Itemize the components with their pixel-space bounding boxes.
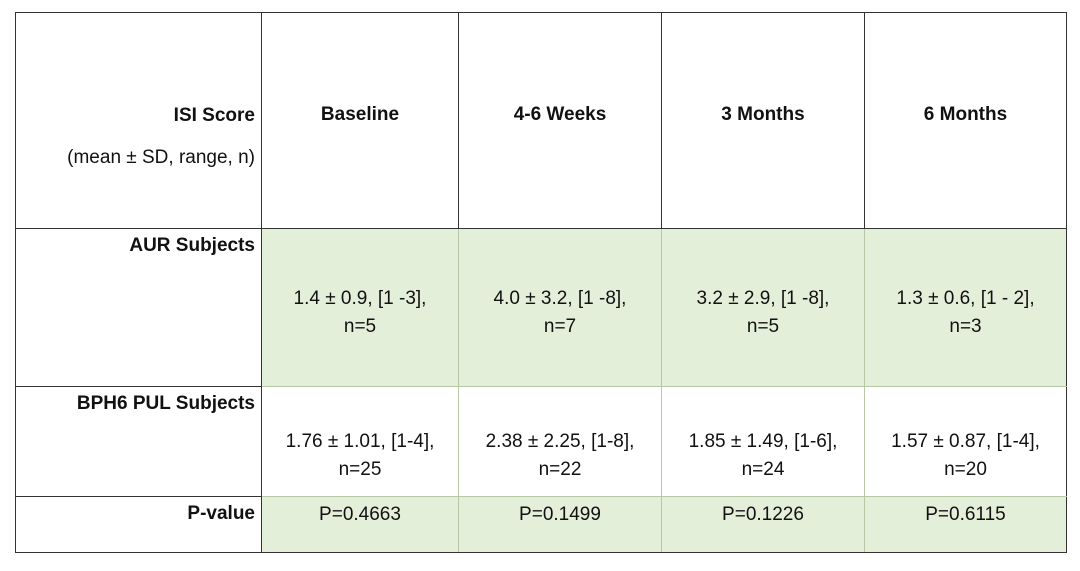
cell-count: n=7 [543, 315, 577, 337]
cell-count: n=24 [741, 458, 785, 480]
table-row-aur-subjects: AUR Subjects 1.4 ± 0.9, [1 -3], n=5 4.0 … [15, 228, 1067, 387]
p-value: P=0.4663 [319, 504, 401, 525]
table-cell: 1.76 ± 1.01, [1-4], n=25 [261, 386, 459, 497]
table-cell: P=0.1226 [661, 496, 865, 553]
table-cell: 4.0 ± 3.2, [1 -8], n=7 [458, 228, 662, 387]
table-cell: 1.85 ± 1.49, [1-6], n=24 [661, 386, 865, 497]
cell-value: 1.85 ± 1.49, [1-6], [688, 430, 838, 452]
table-cell: 3.2 ± 2.9, [1 -8], n=5 [661, 228, 865, 387]
cell-value: 1.4 ± 0.9, [1 -3], [293, 287, 427, 309]
row-header-aur-subjects: AUR Subjects [15, 228, 262, 387]
isi-score-table: ISI Score (mean ± SD, range, n) Baseline… [15, 12, 1067, 553]
corner-header-cell: ISI Score (mean ± SD, range, n) [15, 12, 262, 229]
table-row-p-value: P-value P=0.4663 P=0.1499 P=0.1226 P=0.6… [15, 496, 1067, 553]
table-cell: P=0.4663 [261, 496, 459, 553]
cell-value: 1.3 ± 0.6, [1 - 2], [896, 287, 1035, 309]
p-value: P=0.1499 [519, 504, 601, 525]
cell-count: n=25 [338, 458, 382, 480]
table-cell: 1.3 ± 0.6, [1 - 2], n=3 [864, 228, 1067, 387]
cell-count: n=3 [949, 315, 982, 337]
table-row-bph6-pul-subjects: BPH6 PUL Subjects 1.76 ± 1.01, [1-4], n=… [15, 386, 1067, 497]
isi-score-label: ISI Score [173, 105, 255, 126]
cell-value: 3.2 ± 2.9, [1 -8], [696, 287, 830, 309]
p-value: P=0.1226 [722, 504, 804, 525]
column-header-4-6-weeks: 4-6 Weeks [458, 12, 662, 229]
cell-count: n=22 [538, 458, 582, 480]
cell-value: 2.38 ± 2.25, [1-8], [485, 430, 635, 452]
isi-score-sublabel: (mean ± SD, range, n) [67, 147, 255, 168]
cell-value: 1.57 ± 0.87, [1-4], [891, 430, 1040, 452]
cell-value: 4.0 ± 3.2, [1 -8], [493, 287, 627, 309]
table-cell: 1.4 ± 0.9, [1 -3], n=5 [261, 228, 459, 387]
cell-count: n=20 [944, 458, 987, 480]
header-row: ISI Score (mean ± SD, range, n) Baseline… [15, 12, 1067, 229]
table-cell: 1.57 ± 0.87, [1-4], n=20 [864, 386, 1067, 497]
table-cell: 2.38 ± 2.25, [1-8], n=22 [458, 386, 662, 497]
cell-count: n=5 [746, 315, 780, 337]
column-header-6-months: 6 Months [864, 12, 1067, 229]
column-header-3-months: 3 Months [661, 12, 865, 229]
column-header-baseline: Baseline [261, 12, 459, 229]
table-cell: P=0.6115 [864, 496, 1067, 553]
row-header-p-value: P-value [15, 496, 262, 553]
p-value: P=0.6115 [925, 504, 1006, 525]
row-header-bph6-pul-subjects: BPH6 PUL Subjects [15, 386, 262, 497]
table-cell: P=0.1499 [458, 496, 662, 553]
cell-value: 1.76 ± 1.01, [1-4], [285, 430, 435, 452]
cell-count: n=5 [343, 315, 377, 337]
